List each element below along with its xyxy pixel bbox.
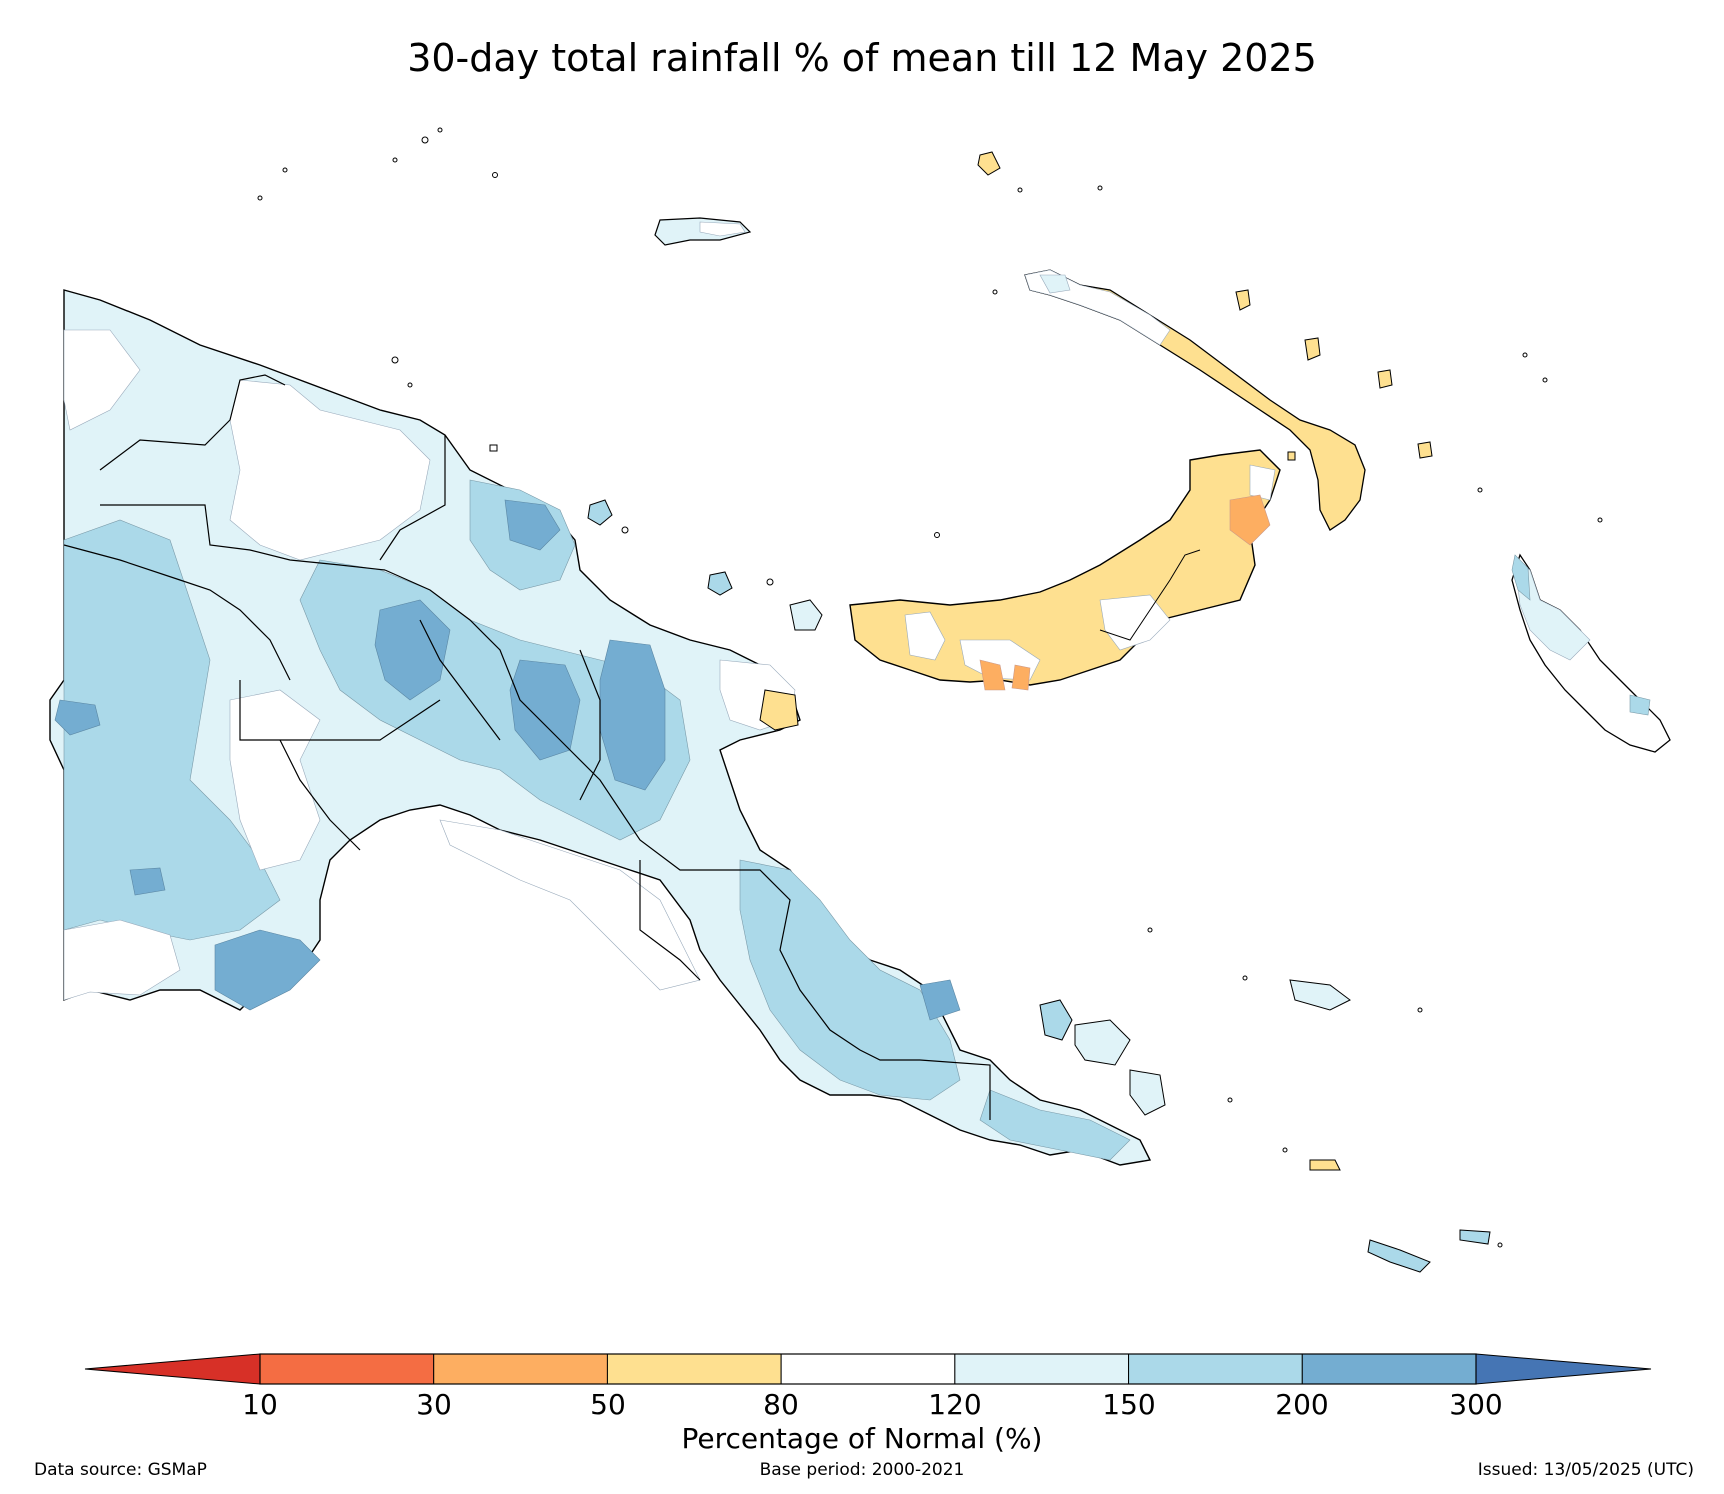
new-britain-outline bbox=[849, 449, 1281, 686]
colorbar-bin-120-150 bbox=[954, 1353, 1130, 1385]
tick-label: 30 bbox=[416, 1388, 452, 1421]
tabar-island bbox=[1304, 337, 1321, 361]
duke-of-york-island bbox=[1287, 451, 1296, 461]
zone-200-300-highlands-a bbox=[374, 599, 451, 701]
new-britain-30-50-c bbox=[1011, 664, 1031, 691]
zone-80-120-far-west-north bbox=[63, 329, 141, 431]
bougainville-150-200 bbox=[1511, 554, 1531, 601]
zone-80-120-central-west bbox=[229, 689, 321, 871]
trobriand-islands bbox=[1289, 979, 1351, 1011]
bougainville bbox=[1511, 553, 1671, 753]
mussau-island bbox=[977, 151, 1001, 176]
zone-150-200-tail bbox=[979, 1089, 1131, 1161]
colorbar-bins bbox=[84, 1353, 1652, 1385]
fergusson-island bbox=[1074, 1019, 1131, 1066]
tick-label: 80 bbox=[763, 1388, 799, 1421]
colorbar-bin-30-50 bbox=[433, 1353, 608, 1385]
colorbar-bin-50-80 bbox=[606, 1353, 782, 1385]
new-ireland-light-blue bbox=[1039, 274, 1071, 294]
zone-200-300-north bbox=[504, 499, 561, 551]
long-island bbox=[707, 571, 733, 596]
lihir-island bbox=[1235, 289, 1251, 311]
zone-200-300-highlands-b bbox=[509, 659, 581, 761]
issued-date-note: Issued: 13/05/2025 (UTC) bbox=[1477, 1460, 1694, 1480]
zone-80-120-sepik bbox=[229, 379, 431, 561]
new-britain-normal-gazelle bbox=[1249, 464, 1276, 501]
manus-normal bbox=[699, 221, 746, 237]
colorbar-frame bbox=[259, 1353, 1477, 1385]
base-period-note: Base period: 2000-2021 bbox=[759, 1460, 965, 1480]
new-britain bbox=[849, 449, 1281, 691]
colorbar-bin-lt10 bbox=[84, 1353, 261, 1385]
tick-label: 50 bbox=[590, 1388, 626, 1421]
colorbar-bin-80-120 bbox=[780, 1353, 956, 1385]
sudest-island bbox=[1367, 1239, 1431, 1273]
colorbar-bin-200-300 bbox=[1301, 1353, 1477, 1385]
tick-label: 10 bbox=[242, 1388, 278, 1421]
new-ireland bbox=[1024, 269, 1366, 531]
new-britain-30-50-b bbox=[979, 659, 1006, 691]
karkar-island bbox=[587, 499, 613, 526]
new-britain-30-50-a bbox=[1229, 494, 1271, 546]
zone-200-300-east bbox=[919, 979, 961, 1021]
colorbar-title: Percentage of Normal (%) bbox=[681, 1422, 1043, 1455]
tick-label: 200 bbox=[1275, 1388, 1329, 1421]
zone-80-120-south-coast bbox=[439, 819, 701, 991]
mainland-png bbox=[49, 289, 1152, 1166]
zone-150-200-southeast bbox=[739, 859, 961, 1101]
province-boundaries bbox=[63, 374, 991, 1120]
rossel-island bbox=[1459, 1229, 1491, 1245]
colorbar-bin-gt300 bbox=[1475, 1353, 1652, 1385]
new-britain-normal-west bbox=[904, 611, 946, 661]
data-source-note: Data source: GSMaP bbox=[34, 1460, 207, 1480]
tanga-island bbox=[1377, 369, 1393, 389]
tick-label: 150 bbox=[1102, 1388, 1156, 1421]
colorbar-bin-150-200 bbox=[1128, 1353, 1303, 1385]
woodlark-island bbox=[1309, 1159, 1341, 1171]
zone-200-300-west-a bbox=[54, 699, 101, 736]
goodenough-island bbox=[1039, 999, 1073, 1041]
small-islets bbox=[257, 127, 1603, 1248]
milne-bay-islands bbox=[1039, 979, 1491, 1273]
zone-200-300-gulf bbox=[214, 929, 321, 1011]
zone-200-300-madang bbox=[599, 639, 666, 791]
zone-50-80-tip bbox=[759, 689, 799, 731]
wuvulu-island bbox=[489, 444, 498, 452]
normanby-island bbox=[1129, 1069, 1166, 1116]
zone-80-120-west-lowland bbox=[63, 919, 181, 1001]
map-title: 30-day total rainfall % of mean till 12 … bbox=[407, 36, 1317, 80]
new-britain-boundary bbox=[1099, 549, 1201, 641]
zone-200-300-west-b bbox=[129, 867, 166, 896]
umboi-island bbox=[789, 599, 823, 631]
tick-label: 300 bbox=[1449, 1388, 1503, 1421]
manus-islands bbox=[489, 151, 1433, 631]
bougainville-150-200-south bbox=[1629, 694, 1651, 716]
colorbar-bin-10-30 bbox=[259, 1353, 435, 1385]
tick-label: 120 bbox=[928, 1388, 982, 1421]
feni-island bbox=[1417, 441, 1433, 459]
bougainville-light-blue bbox=[1514, 559, 1591, 661]
